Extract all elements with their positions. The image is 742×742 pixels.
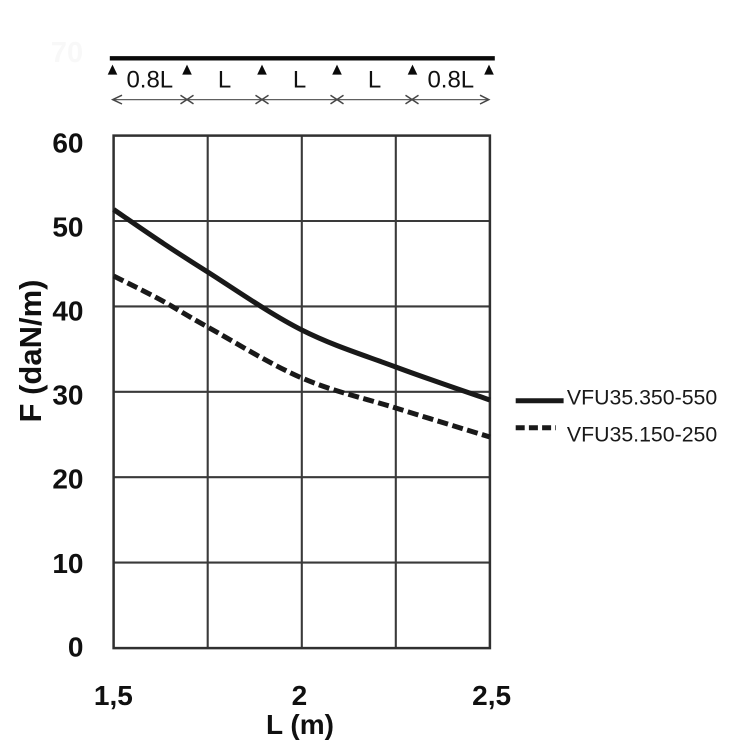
svg-text:F (daN/m): F (daN/m) — [13, 280, 48, 423]
svg-text:30: 30 — [52, 380, 83, 411]
svg-text:50: 50 — [52, 211, 83, 242]
svg-text:10: 10 — [52, 548, 83, 579]
svg-text:0.8L: 0.8L — [427, 67, 474, 94]
svg-text:L: L — [218, 67, 231, 94]
svg-text:L: L — [368, 67, 381, 94]
svg-text:60: 60 — [52, 127, 83, 158]
svg-text:VFU35.350-550: VFU35.350-550 — [567, 386, 718, 410]
svg-text:1,5: 1,5 — [94, 680, 133, 711]
svg-text:70: 70 — [51, 37, 83, 69]
svg-text:L: L — [293, 67, 306, 94]
svg-text:40: 40 — [52, 296, 83, 327]
svg-text:20: 20 — [52, 464, 83, 495]
svg-text:0.8L: 0.8L — [126, 67, 173, 94]
svg-text:2,5: 2,5 — [472, 680, 511, 711]
svg-text:VFU35.150-250: VFU35.150-250 — [567, 422, 718, 446]
svg-text:2: 2 — [292, 680, 308, 711]
svg-text:L (m): L (m) — [266, 709, 334, 740]
svg-text:0: 0 — [68, 631, 84, 662]
